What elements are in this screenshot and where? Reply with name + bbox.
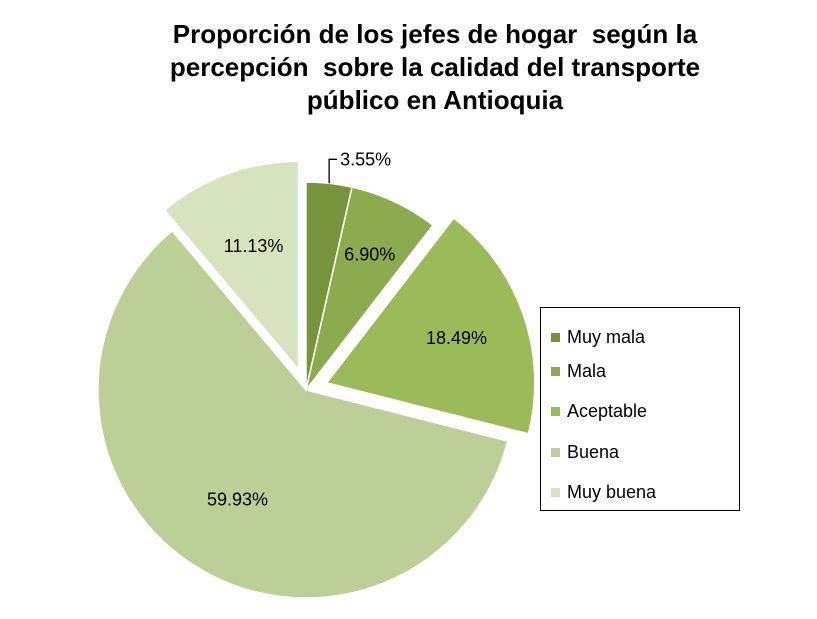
data-label-muy-mala: 3.55% xyxy=(340,149,391,169)
legend-label-aceptable: Aceptable xyxy=(567,400,648,421)
chart-title-line-3: público en Antioquia xyxy=(306,85,564,115)
data-label-aceptable: 18.49% xyxy=(426,328,487,348)
data-label-buena: 59.93% xyxy=(207,489,268,509)
legend-label-muy-buena: Muy buena xyxy=(567,481,657,502)
chart-title: Proporción de los jefes de hogar según l… xyxy=(90,18,780,117)
legend-swatch-muy-mala xyxy=(551,332,560,342)
legend-label-mala: Mala xyxy=(567,360,607,381)
pie-slice-buena xyxy=(97,229,509,599)
pie-slice-aceptable xyxy=(325,216,536,435)
chart-legend: Muy mala Mala Aceptable Buena Muy buena xyxy=(540,307,740,511)
legend-label-buena: Buena xyxy=(567,441,620,462)
data-label-muy-buena: 11.13% xyxy=(224,236,284,256)
legend-item-buena: Buena xyxy=(551,441,619,463)
pie-slice-mala xyxy=(305,186,435,391)
legend-item-muy-mala: Muy mala xyxy=(551,326,645,348)
legend-item-mala: Mala xyxy=(551,360,606,382)
chart-title-line-2: percepción sobre la calidad del transpor… xyxy=(169,52,701,82)
leader-line-muy-mala xyxy=(328,158,338,184)
legend-swatch-buena xyxy=(551,447,560,457)
legend-item-muy-buena: Muy buena xyxy=(551,481,656,503)
legend-label-muy-mala: Muy mala xyxy=(567,326,646,347)
chart-title-line-1: Proporción de los jefes de hogar según l… xyxy=(172,19,698,49)
data-label-mala: 6.90% xyxy=(344,244,395,264)
legend-swatch-aceptable xyxy=(551,406,560,416)
legend-item-aceptable: Aceptable xyxy=(551,400,647,422)
pie-slice-muy-buena xyxy=(163,160,300,372)
legend-swatch-muy-buena xyxy=(551,487,560,497)
legend-swatch-mala xyxy=(551,366,560,376)
